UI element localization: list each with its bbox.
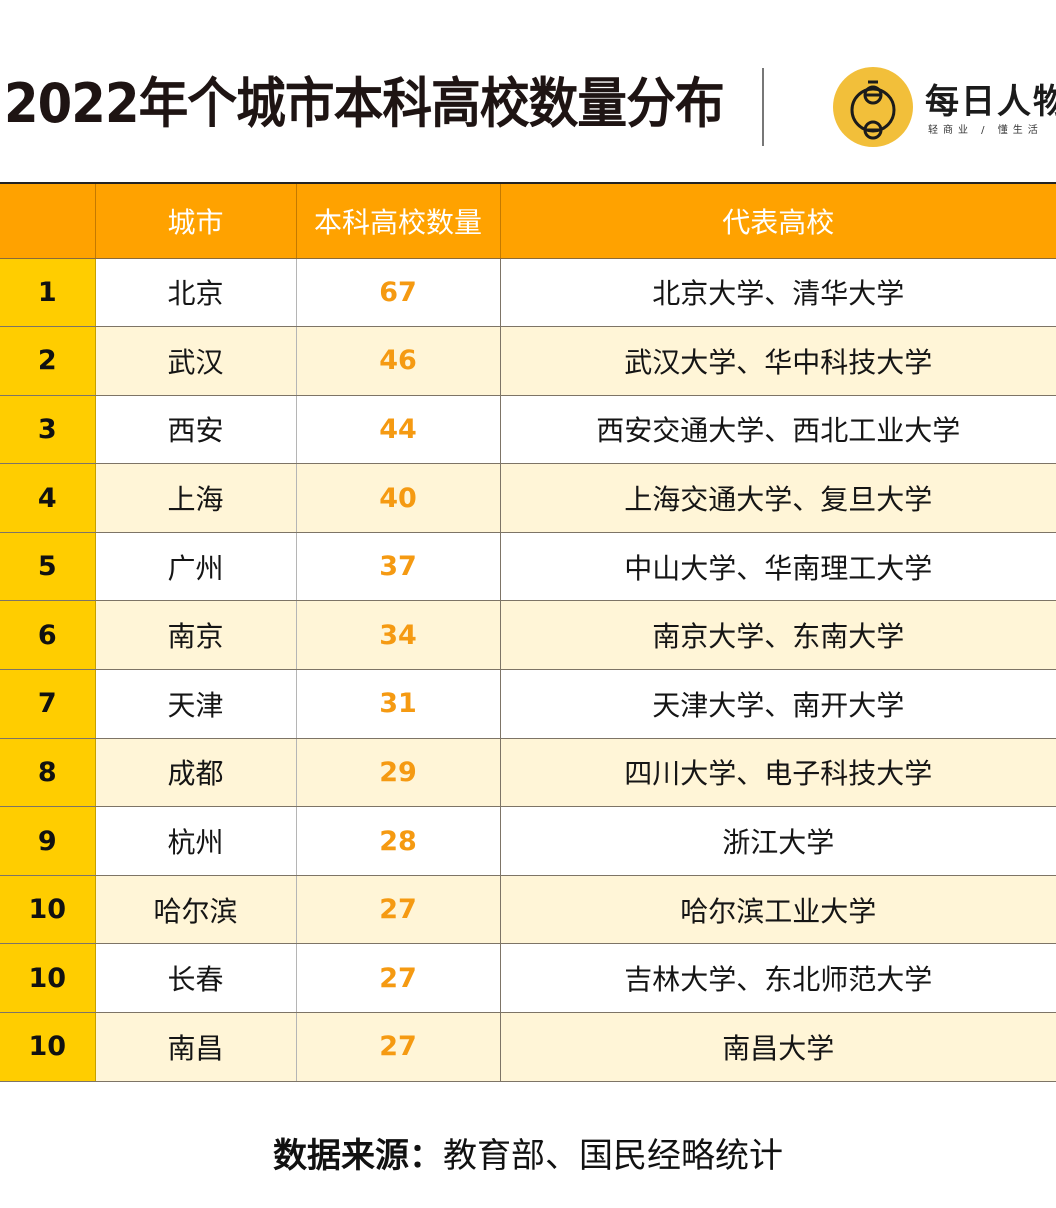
col-header-count: 本科高校数量 (296, 183, 501, 259)
table-row: 9 杭州 28 浙江大学 (0, 806, 1056, 876)
count-cell: 34 (296, 600, 501, 671)
schools-cell: 南昌大学 (500, 1012, 1056, 1082)
count-cell: 28 (296, 806, 501, 876)
city-cell: 上海 (95, 463, 297, 533)
schools-cell: 上海交通大学、复旦大学 (500, 463, 1056, 533)
schools-cell: 武汉大学、华中科技大学 (500, 326, 1056, 396)
col-header-city: 城市 (95, 183, 297, 259)
rank-cell: 10 (0, 1012, 96, 1082)
data-source-note: 数据来源：教育部、国民经略统计 (0, 1128, 1056, 1177)
count-cell: 31 (296, 669, 501, 739)
meiri-renwu-logo-icon (833, 67, 913, 147)
table-row: 10 长春 27 吉林大学、东北师范大学 (0, 943, 1056, 1014)
table-row: 3 西安 44 西安交通大学、西北工业大学 (0, 395, 1056, 465)
table-row: 2 武汉 46 武汉大学、华中科技大学 (0, 326, 1056, 396)
schools-cell: 浙江大学 (500, 806, 1056, 876)
page-title: 2022年个城市本科高校数量分布 (4, 72, 725, 135)
rank-cell: 1 (0, 258, 96, 328)
table-header-row: 城市 本科高校数量 代表高校 (0, 183, 1056, 259)
city-cell: 南京 (95, 600, 297, 671)
schools-cell: 天津大学、南开大学 (500, 669, 1056, 739)
count-cell: 44 (296, 395, 501, 465)
city-cell: 哈尔滨 (95, 875, 297, 945)
schools-cell: 四川大学、电子科技大学 (500, 738, 1056, 808)
city-cell: 杭州 (95, 806, 297, 876)
table-row: 10 南昌 27 南昌大学 (0, 1012, 1056, 1082)
count-cell: 67 (296, 258, 501, 328)
count-cell: 40 (296, 463, 501, 533)
page-header: 2022年个城市本科高校数量分布 每日人物 轻商业 / 懂生活 (0, 0, 1056, 182)
city-cell: 南昌 (95, 1012, 297, 1082)
col-header-schools: 代表高校 (500, 183, 1056, 259)
rank-cell: 3 (0, 395, 96, 465)
schools-cell: 北京大学、清华大学 (500, 258, 1056, 328)
schools-cell: 西安交通大学、西北工业大学 (500, 395, 1056, 465)
rank-cell: 6 (0, 600, 96, 671)
rank-cell: 10 (0, 875, 96, 945)
count-cell: 46 (296, 326, 501, 396)
schools-cell: 吉林大学、东北师范大学 (500, 943, 1056, 1014)
table-row: 4 上海 40 上海交通大学、复旦大学 (0, 463, 1056, 533)
col-header-rank (0, 183, 96, 259)
table-row: 1 北京 67 北京大学、清华大学 (0, 258, 1056, 328)
city-cell: 西安 (95, 395, 297, 465)
schools-cell: 哈尔滨工业大学 (500, 875, 1056, 945)
count-cell: 27 (296, 943, 501, 1014)
table-row: 10 哈尔滨 27 哈尔滨工业大学 (0, 875, 1056, 945)
table-row: 7 天津 31 天津大学、南开大学 (0, 669, 1056, 739)
city-cell: 广州 (95, 532, 297, 602)
rank-cell: 2 (0, 326, 96, 396)
ranking-table-container: 城市 本科高校数量 代表高校 1 北京 67 北京大学、清华大学 2 武汉 46… (0, 182, 1056, 1082)
count-cell: 27 (296, 875, 501, 945)
header-divider (762, 68, 764, 146)
rank-cell: 7 (0, 669, 96, 739)
city-cell: 天津 (95, 669, 297, 739)
schools-cell: 中山大学、华南理工大学 (500, 532, 1056, 602)
table-row: 8 成都 29 四川大学、电子科技大学 (0, 738, 1056, 808)
city-cell: 武汉 (95, 326, 297, 396)
brand-slogan: 轻商业 / 懂生活 (928, 125, 1043, 136)
table-row: 6 南京 34 南京大学、东南大学 (0, 600, 1056, 671)
rank-cell: 4 (0, 463, 96, 533)
count-cell: 29 (296, 738, 501, 808)
rank-cell: 10 (0, 943, 96, 1014)
city-cell: 成都 (95, 738, 297, 808)
data-source-text: 教育部、国民经略统计 (443, 1136, 783, 1176)
count-cell: 37 (296, 532, 501, 602)
data-source-label: 数据来源： (273, 1136, 443, 1176)
schools-cell: 南京大学、东南大学 (500, 600, 1056, 671)
rank-cell: 8 (0, 738, 96, 808)
table-row: 5 广州 37 中山大学、华南理工大学 (0, 532, 1056, 602)
rank-cell: 5 (0, 532, 96, 602)
count-cell: 27 (296, 1012, 501, 1082)
ranking-table: 城市 本科高校数量 代表高校 1 北京 67 北京大学、清华大学 2 武汉 46… (0, 182, 1056, 1082)
brand-name: 每日人物 (925, 82, 1056, 122)
rank-cell: 9 (0, 806, 96, 876)
city-cell: 北京 (95, 258, 297, 328)
city-cell: 长春 (95, 943, 297, 1014)
